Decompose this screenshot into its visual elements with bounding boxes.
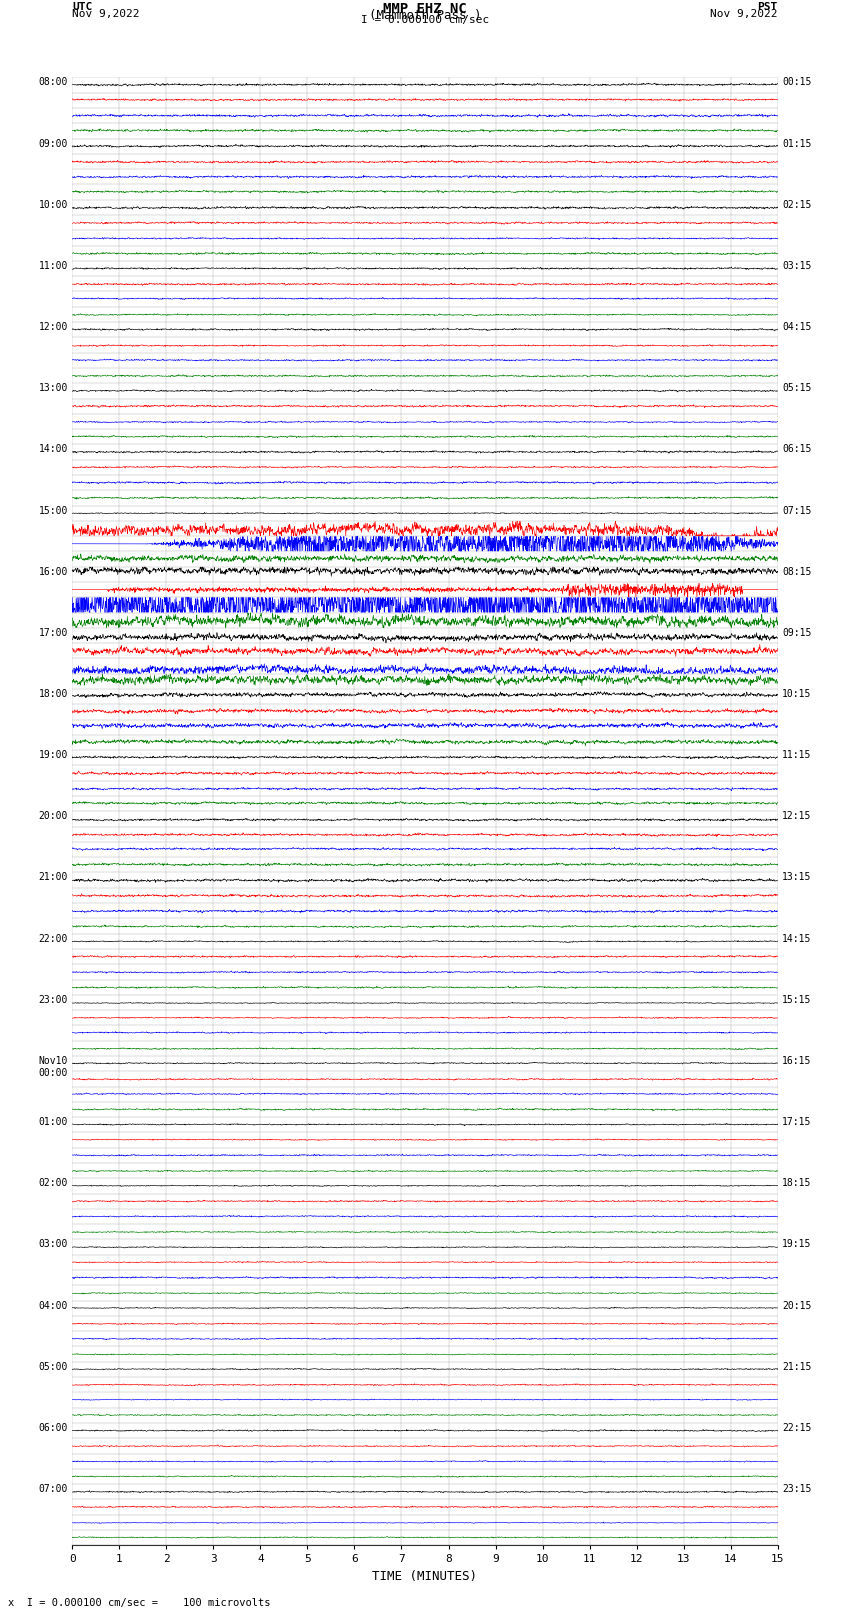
Text: 17:00: 17:00 — [39, 627, 68, 637]
Text: 16:00: 16:00 — [39, 566, 68, 577]
Text: 21:00: 21:00 — [39, 873, 68, 882]
Text: 15:15: 15:15 — [782, 995, 811, 1005]
Text: 23:00: 23:00 — [39, 995, 68, 1005]
Text: 11:00: 11:00 — [39, 261, 68, 271]
Text: 06:15: 06:15 — [782, 444, 811, 455]
Text: 22:00: 22:00 — [39, 934, 68, 944]
Text: 11:15: 11:15 — [782, 750, 811, 760]
Text: 04:00: 04:00 — [39, 1300, 68, 1311]
Text: 08:00: 08:00 — [39, 77, 68, 87]
Text: 14:00: 14:00 — [39, 444, 68, 455]
Text: 22:15: 22:15 — [782, 1423, 811, 1432]
Text: 12:15: 12:15 — [782, 811, 811, 821]
Text: UTC: UTC — [72, 3, 93, 13]
Text: x  I = 0.000100 cm/sec =    100 microvolts: x I = 0.000100 cm/sec = 100 microvolts — [8, 1598, 271, 1608]
Text: 20:00: 20:00 — [39, 811, 68, 821]
Text: 01:15: 01:15 — [782, 139, 811, 148]
X-axis label: TIME (MINUTES): TIME (MINUTES) — [372, 1569, 478, 1582]
Text: 01:00: 01:00 — [39, 1118, 68, 1127]
Text: 14:15: 14:15 — [782, 934, 811, 944]
Text: 02:00: 02:00 — [39, 1177, 68, 1189]
Text: 03:15: 03:15 — [782, 261, 811, 271]
Text: 09:15: 09:15 — [782, 627, 811, 637]
Text: 13:15: 13:15 — [782, 873, 811, 882]
Text: 23:15: 23:15 — [782, 1484, 811, 1494]
Text: 03:00: 03:00 — [39, 1239, 68, 1250]
Text: I = 0.000100 cm/sec: I = 0.000100 cm/sec — [361, 16, 489, 26]
Text: 08:15: 08:15 — [782, 566, 811, 577]
Text: 07:15: 07:15 — [782, 505, 811, 516]
Text: Nov 9,2022: Nov 9,2022 — [72, 10, 139, 19]
Text: 17:15: 17:15 — [782, 1118, 811, 1127]
Text: 16:15: 16:15 — [782, 1057, 811, 1066]
Text: 05:00: 05:00 — [39, 1361, 68, 1371]
Text: 18:15: 18:15 — [782, 1177, 811, 1189]
Text: MMP EHZ NC: MMP EHZ NC — [383, 3, 467, 16]
Text: 18:00: 18:00 — [39, 689, 68, 698]
Text: 20:15: 20:15 — [782, 1300, 811, 1311]
Text: 21:15: 21:15 — [782, 1361, 811, 1371]
Text: PST: PST — [757, 3, 778, 13]
Text: 05:15: 05:15 — [782, 384, 811, 394]
Text: 15:00: 15:00 — [39, 505, 68, 516]
Text: 07:00: 07:00 — [39, 1484, 68, 1494]
Text: (Mammoth Pass ): (Mammoth Pass ) — [369, 10, 481, 23]
Text: 19:00: 19:00 — [39, 750, 68, 760]
Text: 13:00: 13:00 — [39, 384, 68, 394]
Text: Nov10
00:00: Nov10 00:00 — [39, 1057, 68, 1077]
Text: 06:00: 06:00 — [39, 1423, 68, 1432]
Text: 04:15: 04:15 — [782, 323, 811, 332]
Text: 00:15: 00:15 — [782, 77, 811, 87]
Text: 10:00: 10:00 — [39, 200, 68, 210]
Text: 10:15: 10:15 — [782, 689, 811, 698]
Text: 09:00: 09:00 — [39, 139, 68, 148]
Text: 02:15: 02:15 — [782, 200, 811, 210]
Text: Nov 9,2022: Nov 9,2022 — [711, 10, 778, 19]
Text: 19:15: 19:15 — [782, 1239, 811, 1250]
Text: 12:00: 12:00 — [39, 323, 68, 332]
